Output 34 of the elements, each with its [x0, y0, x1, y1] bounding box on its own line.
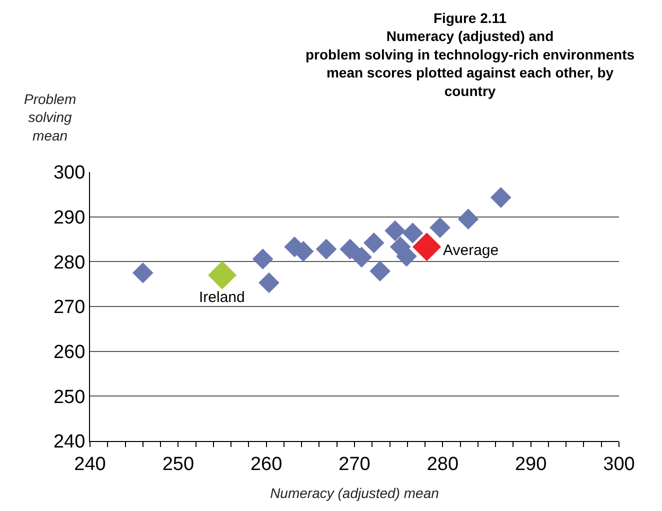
x-axis-title: Numeracy (adjusted) mean	[270, 485, 440, 502]
point	[252, 248, 274, 270]
point	[364, 232, 384, 254]
point	[351, 246, 372, 268]
y-tick-label: 270	[53, 297, 86, 318]
y-tick-label: 300	[53, 162, 86, 184]
x-tick-label: 250	[162, 454, 194, 475]
annotation: Ireland	[199, 289, 245, 306]
point	[258, 272, 280, 294]
point	[430, 217, 450, 238]
point	[132, 262, 154, 284]
point	[316, 238, 337, 260]
x-tick-label: 280	[426, 454, 459, 475]
x-tick-label: 300	[603, 454, 635, 475]
point	[340, 238, 360, 260]
x-tick-label: 260	[250, 454, 282, 475]
point	[412, 232, 442, 262]
y-tick-label: 260	[53, 342, 86, 363]
y-tick-label: 240	[53, 432, 86, 453]
point	[370, 260, 390, 282]
annotation: Average	[443, 242, 499, 259]
y-tick-label: 290	[53, 207, 86, 228]
x-tick-label: 270	[338, 454, 370, 475]
y-tick-label: 250	[53, 386, 86, 408]
point	[402, 222, 424, 244]
point	[208, 260, 237, 290]
x-tick-label: 290	[514, 454, 547, 475]
point	[384, 220, 406, 242]
point	[458, 208, 479, 230]
point	[490, 187, 512, 208]
x-tick-label: 240	[74, 454, 106, 475]
y-tick-label: 280	[53, 252, 86, 274]
chart-title: Figure 2.11 Numeracy (adjusted) and problem solving in technology-rich environments mean scores plotted against each other, by country	[305, 10, 635, 99]
y-axis-title: Problem solving mean	[24, 91, 76, 144]
